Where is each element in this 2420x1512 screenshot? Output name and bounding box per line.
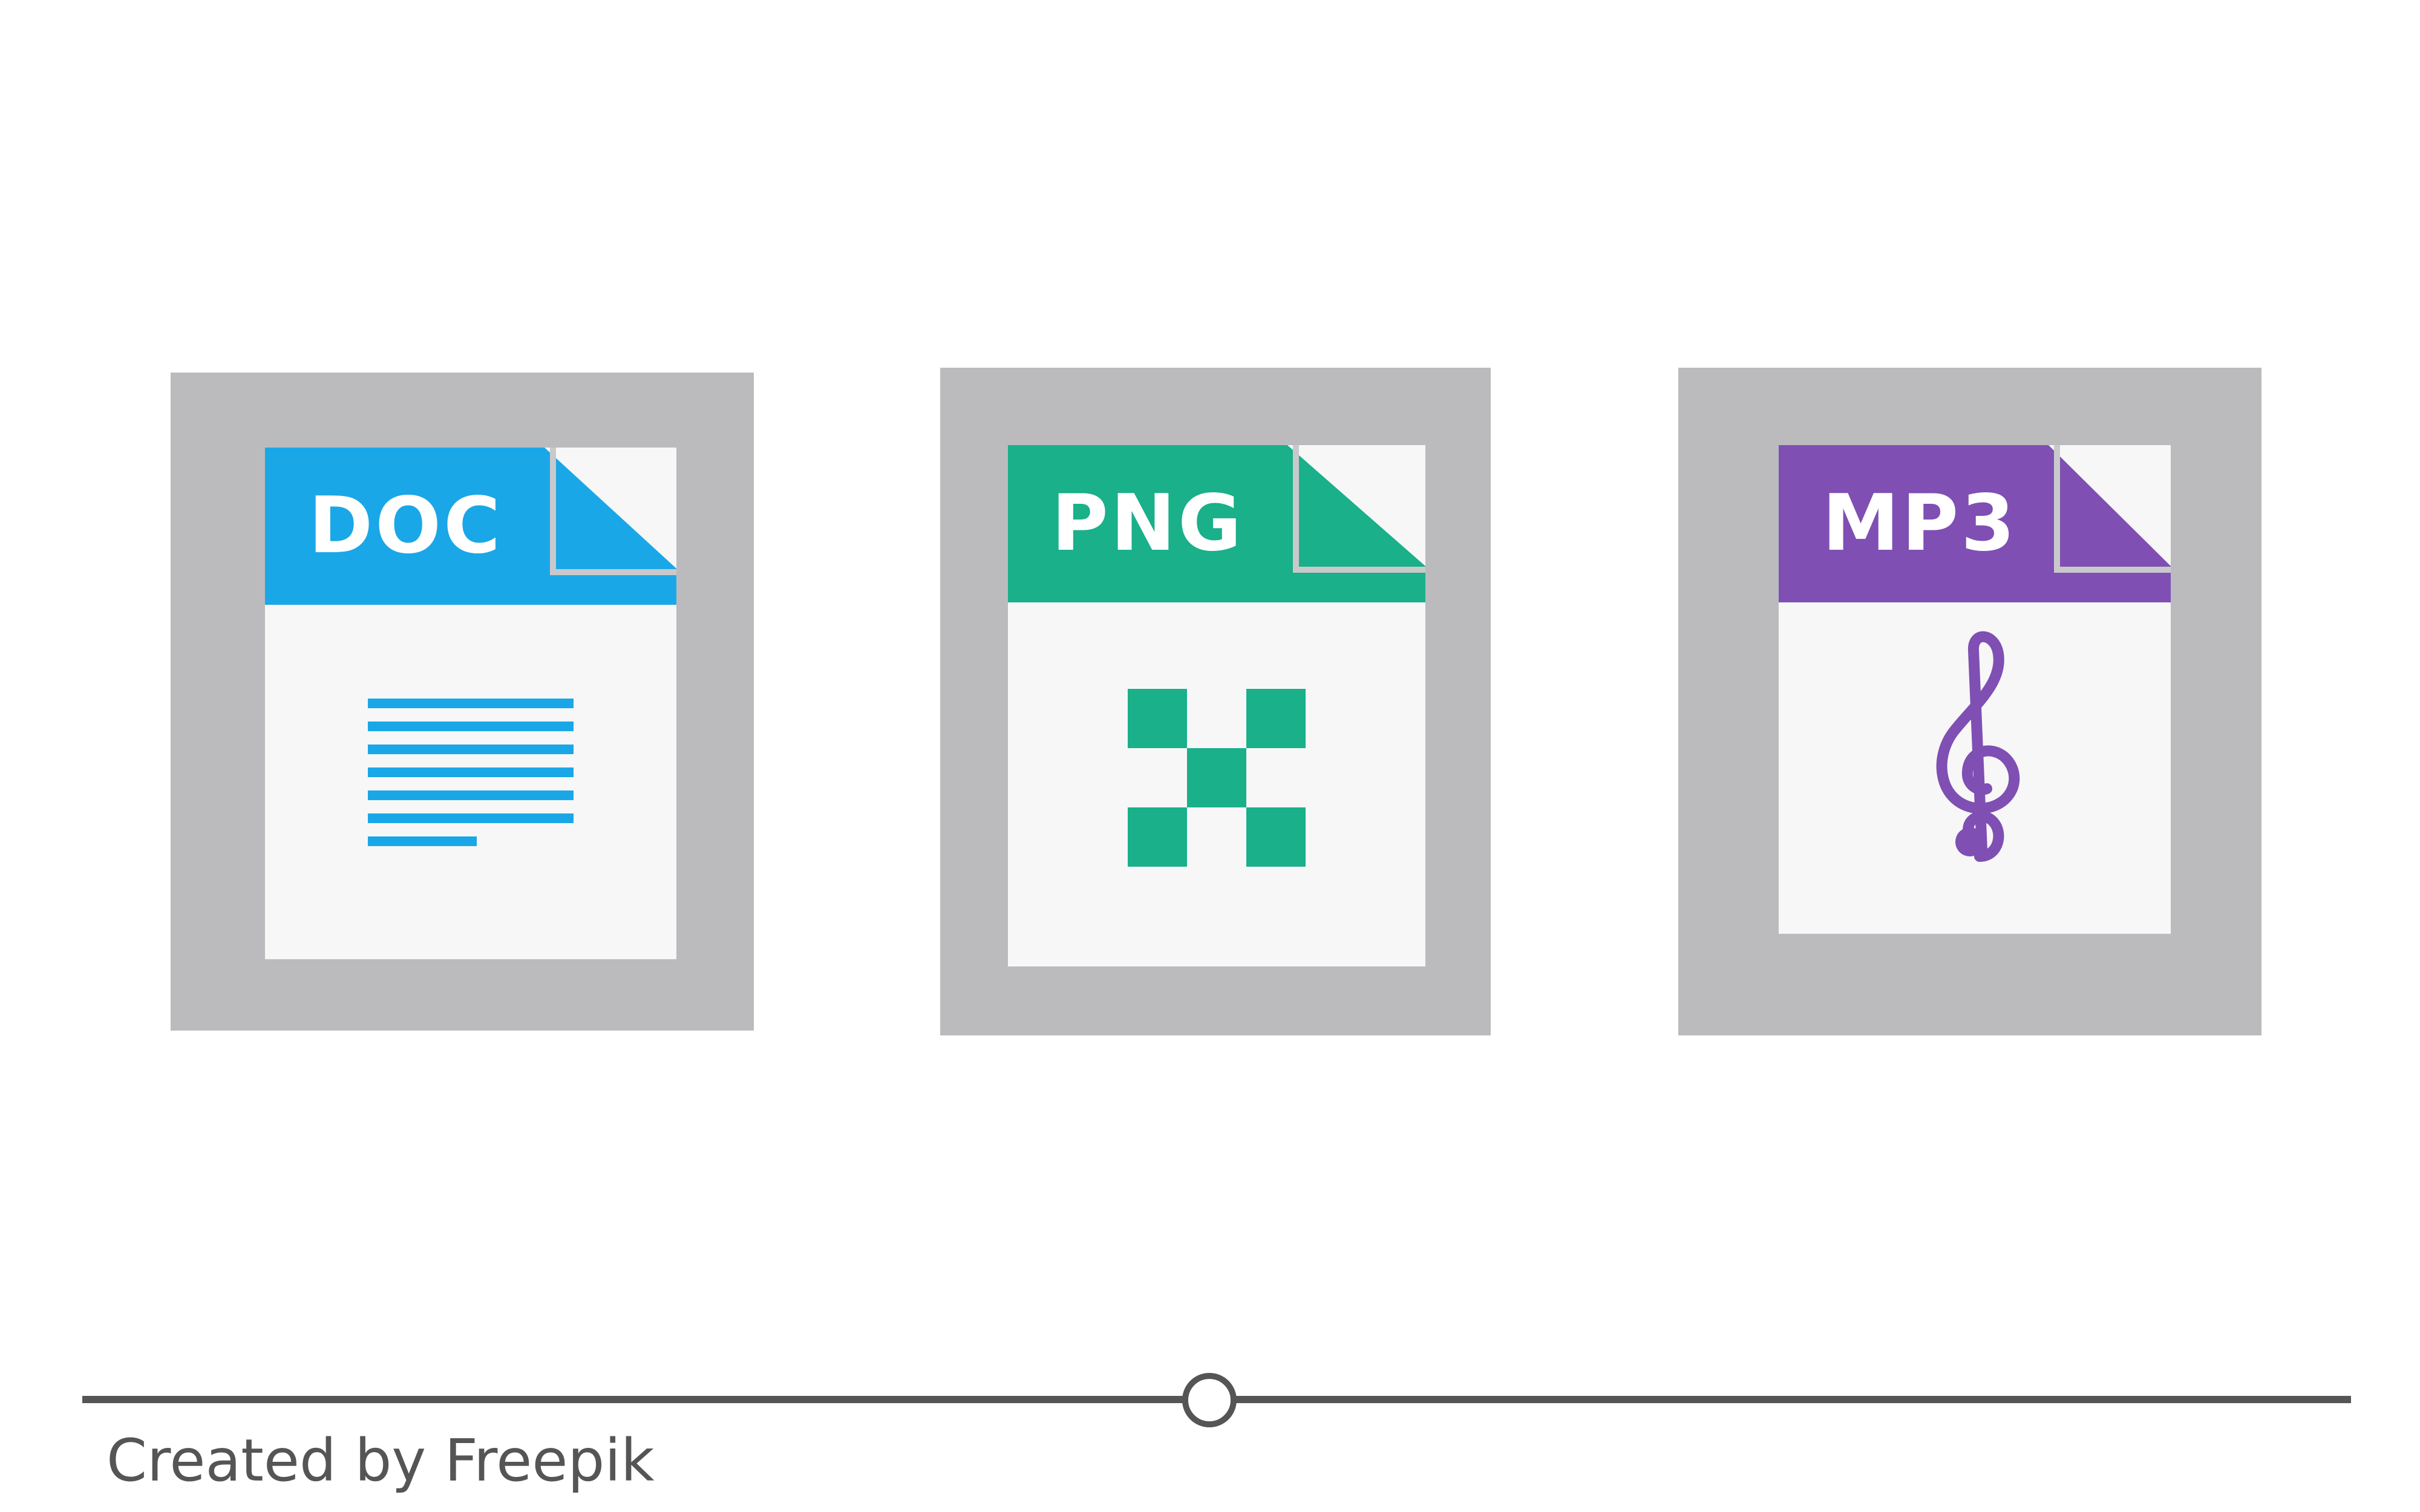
mp3-file-icon: MP3 bbox=[1779, 445, 2171, 934]
text-lines-icon bbox=[265, 623, 676, 925]
doc-file-header: DOC bbox=[265, 448, 544, 605]
png-file-tile[interactable]: PNG bbox=[940, 368, 1491, 1035]
png-file-header: PNG bbox=[1008, 445, 1287, 602]
png-file-icon: PNG bbox=[1008, 445, 1425, 966]
doc-folded-corner-icon bbox=[544, 448, 676, 605]
mp3-file-tile[interactable]: MP3 bbox=[1678, 368, 2261, 1035]
checkerboard-icon bbox=[1008, 621, 1425, 935]
doc-file-icon: DOC bbox=[265, 448, 676, 959]
doc-file-tile[interactable]: DOC bbox=[171, 373, 754, 1031]
timeline-handle[interactable] bbox=[1182, 1373, 1237, 1427]
doc-file-label: DOC bbox=[309, 481, 503, 571]
mp3-file-label: MP3 bbox=[1822, 478, 2018, 569]
mp3-folded-corner-icon bbox=[2049, 445, 2171, 602]
credit-text: Created by Freepik bbox=[106, 1427, 655, 1494]
mp3-file-header: MP3 bbox=[1779, 445, 2049, 602]
png-folded-corner-icon bbox=[1287, 445, 1425, 602]
treble-clef-icon bbox=[1779, 590, 2171, 905]
png-file-label: PNG bbox=[1051, 478, 1244, 569]
